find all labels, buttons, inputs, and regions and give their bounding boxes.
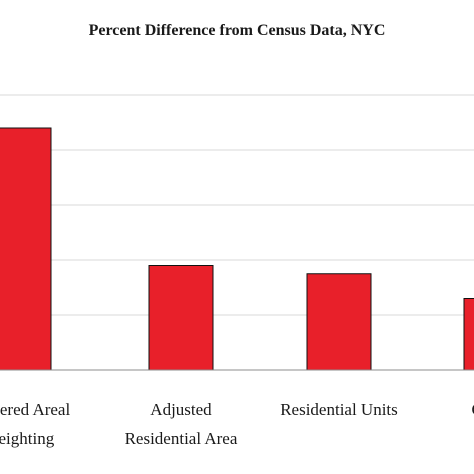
category-label-line: Residential Area	[125, 429, 238, 448]
category-label-3: Residential Units	[280, 400, 398, 419]
bar-3	[306, 273, 372, 371]
chart-title: Percent Difference from Census Data, NYC	[89, 22, 386, 39]
category-label-line: Weighting	[0, 429, 55, 448]
category-label-line: Residential Units	[280, 400, 398, 419]
category-labels: Centered Areal Weighting Adjusted Residenti…	[0, 400, 474, 448]
category-label-2: Adjusted Residential Area	[125, 400, 238, 448]
category-label-line: Adjusted	[150, 400, 212, 419]
bar-4	[463, 298, 474, 371]
bar-2	[148, 265, 214, 371]
category-label-line: Census	[471, 400, 474, 419]
category-label-1: Centered Areal Weighting	[0, 400, 70, 448]
category-label-4: Census	[471, 400, 474, 419]
gridlines	[0, 94, 474, 316]
bars	[0, 127, 474, 371]
category-label-line: Centered Areal	[0, 400, 70, 419]
bar-1	[0, 127, 52, 371]
